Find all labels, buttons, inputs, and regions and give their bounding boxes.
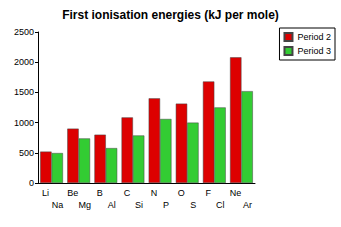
svg-text:1000: 1000 [14, 118, 34, 128]
svg-text:Na: Na [52, 200, 64, 210]
svg-text:500: 500 [19, 148, 34, 158]
svg-text:Mg: Mg [78, 200, 91, 210]
svg-text:C: C [124, 188, 131, 198]
svg-text:0: 0 [29, 178, 34, 188]
svg-text:F: F [206, 188, 212, 198]
svg-text:P: P [163, 200, 169, 210]
svg-text:First ionisation energies (kJ: First ionisation energies (kJ per mole) [62, 8, 279, 22]
svg-text:O: O [178, 188, 185, 198]
svg-text:1500: 1500 [14, 87, 34, 97]
svg-text:B: B [97, 188, 103, 198]
svg-text:Si: Si [135, 200, 143, 210]
svg-text:Ne: Ne [230, 188, 242, 198]
svg-text:Period 3: Period 3 [297, 46, 331, 56]
svg-text:2000: 2000 [14, 57, 34, 67]
svg-text:N: N [151, 188, 158, 198]
svg-text:Al: Al [108, 200, 116, 210]
svg-text:Li: Li [42, 188, 49, 198]
svg-text:Cl: Cl [216, 200, 225, 210]
svg-text:S: S [190, 200, 196, 210]
svg-text:Period 2: Period 2 [297, 32, 331, 42]
svg-text:2500: 2500 [14, 27, 34, 37]
svg-text:Ar: Ar [243, 200, 252, 210]
svg-text:Be: Be [67, 188, 78, 198]
